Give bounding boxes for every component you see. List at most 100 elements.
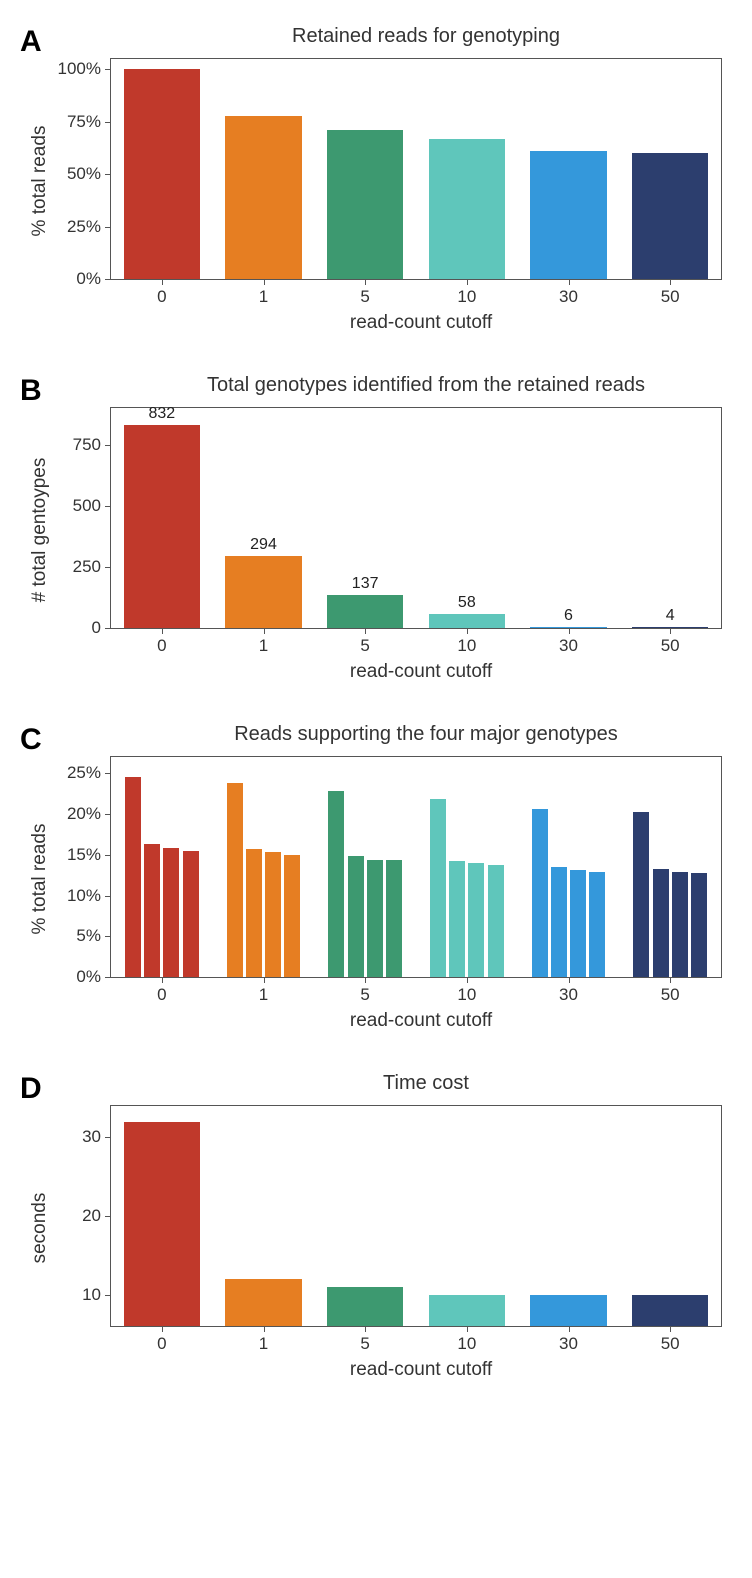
bar — [144, 844, 160, 977]
x-axis-title: read-count cutoff — [110, 312, 732, 334]
bar — [532, 809, 548, 977]
y-tick-label: 250 — [73, 557, 101, 577]
x-tick-label: 10 — [457, 985, 476, 1005]
y-axis-title: seconds — [29, 1128, 51, 1328]
x-tick-label: 30 — [559, 985, 578, 1005]
panel-a: ARetained reads for genotyping0%25%50%75… — [20, 25, 732, 334]
bar-value-label: 58 — [458, 594, 476, 612]
bar — [225, 556, 301, 628]
bar — [225, 1279, 301, 1326]
bar — [125, 777, 141, 977]
bar — [672, 872, 688, 977]
y-tick-label: 750 — [73, 435, 101, 455]
bar-value-label: 294 — [250, 536, 277, 554]
x-tick-label: 5 — [360, 985, 369, 1005]
x-tick-label: 5 — [360, 636, 369, 656]
bar — [327, 595, 403, 628]
bar — [429, 139, 505, 279]
x-tick-label: 30 — [559, 1334, 578, 1354]
bar — [653, 869, 669, 977]
x-axis-title: read-count cutoff — [110, 1359, 732, 1381]
y-tick-label: 25% — [67, 763, 101, 783]
y-tick-label: 5% — [76, 926, 101, 946]
bar — [183, 851, 199, 977]
bar — [691, 873, 707, 977]
y-axis-title: % total reads — [29, 81, 51, 281]
bar — [246, 849, 262, 977]
chart-area: 02505007508320294113755810630450 — [110, 407, 722, 629]
x-tick-label: 0 — [157, 287, 166, 307]
x-tick-label: 0 — [157, 1334, 166, 1354]
y-tick-label: 20 — [82, 1206, 101, 1226]
bar — [225, 116, 301, 279]
bar — [551, 867, 567, 977]
bar — [327, 1287, 403, 1326]
y-axis-title: # total gentoypes — [29, 430, 51, 630]
bar — [429, 614, 505, 628]
bar — [386, 860, 402, 977]
x-tick-label: 30 — [559, 287, 578, 307]
x-tick-label: 1 — [259, 636, 268, 656]
bar — [124, 425, 200, 628]
x-tick-label: 10 — [457, 636, 476, 656]
panel-label: D — [20, 1072, 42, 1106]
bar — [632, 1295, 708, 1326]
bar-value-label: 6 — [564, 607, 573, 625]
x-tick-label: 0 — [157, 636, 166, 656]
y-tick-label: 100% — [58, 59, 101, 79]
y-tick-label: 15% — [67, 845, 101, 865]
bar — [163, 848, 179, 977]
bar — [367, 860, 383, 977]
panel-label: C — [20, 723, 42, 757]
panel-label: A — [20, 25, 42, 59]
bar — [328, 791, 344, 977]
bar-value-label: 4 — [666, 607, 675, 625]
x-tick-label: 5 — [360, 1334, 369, 1354]
x-tick-label: 5 — [360, 287, 369, 307]
y-tick-label: 0 — [92, 618, 101, 638]
x-tick-label: 50 — [661, 985, 680, 1005]
y-tick-label: 20% — [67, 804, 101, 824]
y-tick-label: 500 — [73, 496, 101, 516]
panel-title: Reads supporting the four major genotype… — [120, 723, 732, 746]
bar — [632, 153, 708, 279]
y-tick-label: 10 — [82, 1285, 101, 1305]
x-axis-title: read-count cutoff — [110, 661, 732, 683]
bar-value-label: 137 — [352, 575, 379, 593]
bar — [284, 855, 300, 977]
bar — [227, 783, 243, 977]
panel-title: Time cost — [120, 1072, 732, 1095]
panel-c: C Reads supporting the four major genotyp… — [20, 723, 732, 1032]
bar — [633, 812, 649, 977]
y-tick-label: 25% — [67, 217, 101, 237]
bar — [429, 1295, 505, 1326]
bar — [124, 69, 200, 279]
bar — [430, 799, 446, 977]
bar — [468, 863, 484, 977]
panel-label: B — [20, 374, 42, 408]
bar — [327, 130, 403, 279]
y-tick-label: 0% — [76, 967, 101, 987]
bar — [124, 1122, 200, 1326]
x-axis-title: read-count cutoff — [110, 1010, 732, 1032]
x-tick-label: 1 — [259, 287, 268, 307]
bar — [570, 870, 586, 977]
y-tick-label: 10% — [67, 886, 101, 906]
bar — [449, 861, 465, 977]
x-tick-label: 10 — [457, 1334, 476, 1354]
x-tick-label: 50 — [661, 287, 680, 307]
chart-area: 0%5%10%15%20%25%015103050 — [110, 756, 722, 978]
y-tick-label: 50% — [67, 164, 101, 184]
y-axis-title: % total reads — [29, 779, 51, 979]
panel-b: BTotal genotypes identified from the ret… — [20, 374, 732, 683]
y-tick-label: 30 — [82, 1127, 101, 1147]
bar — [530, 151, 606, 279]
panel-d: D Time cost 102030015103050 seconds read-cou… — [20, 1072, 732, 1381]
bar — [530, 1295, 606, 1326]
bar — [348, 856, 364, 977]
x-tick-label: 0 — [157, 985, 166, 1005]
bar — [589, 872, 605, 977]
x-tick-label: 50 — [661, 1334, 680, 1354]
chart-area: 102030015103050 — [110, 1105, 722, 1327]
bar-value-label: 832 — [148, 405, 175, 423]
